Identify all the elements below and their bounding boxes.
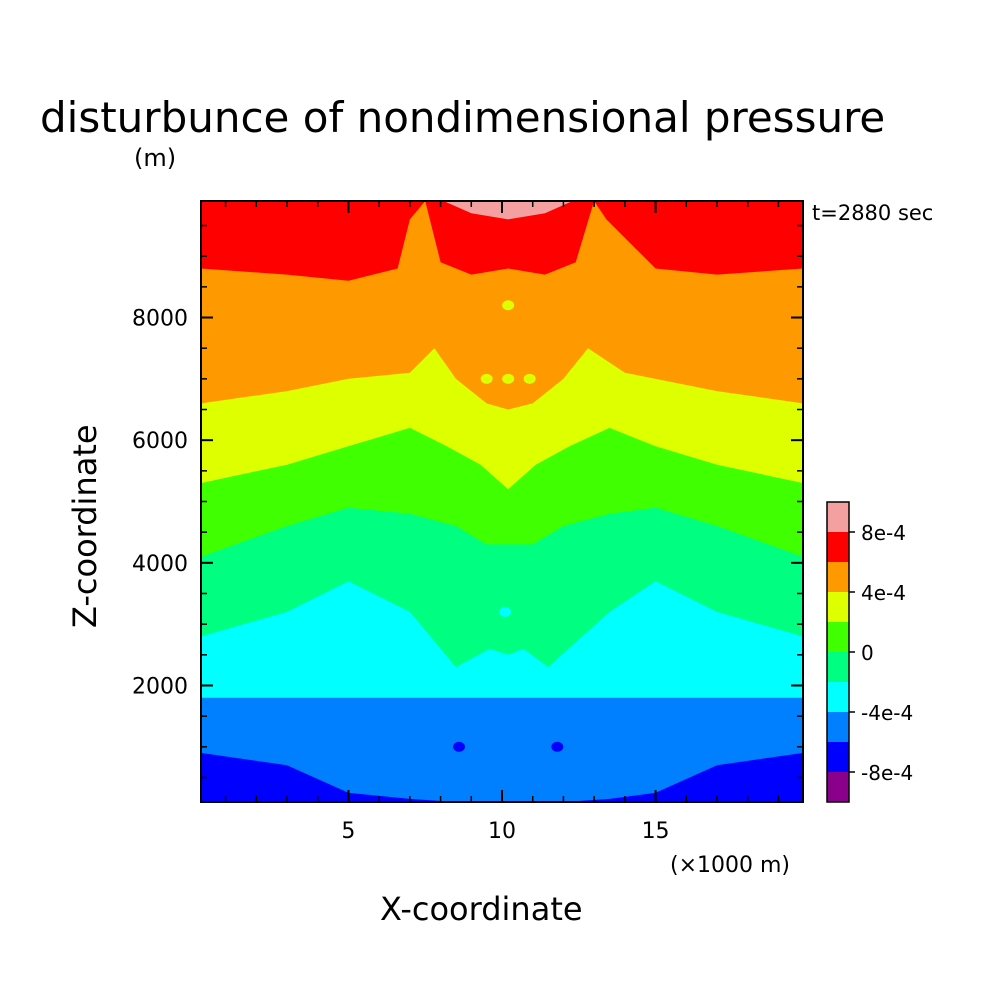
- colorbar: 8e-4 4e-4 0 -4e-4 -8e-4: [826, 501, 913, 803]
- contour-band-7: [201, 201, 803, 281]
- colorbar-label: 8e-4: [861, 521, 906, 545]
- colorbar-segment: [827, 682, 849, 712]
- contour-feature-3: [499, 606, 512, 617]
- x-tick-label: 5: [341, 819, 355, 844]
- chart-title: disturbunce of nondimensional pressure: [40, 93, 885, 142]
- contour-feature-7: [523, 373, 536, 384]
- colorbar-segment: [827, 742, 849, 772]
- colorbar-segment: [827, 502, 849, 532]
- y-axis: 2000 4000 6000 8000: [132, 224, 803, 779]
- y-tick-label: 6000: [132, 429, 188, 454]
- contour-feature-6: [502, 373, 515, 384]
- x-unit-label: (×1000 m): [670, 853, 790, 878]
- x-tick-label: 10: [488, 819, 516, 844]
- contour-feature-4: [502, 300, 515, 311]
- colorbar-segment: [827, 652, 849, 682]
- contour-feature-5: [480, 373, 493, 384]
- time-label: t=2880 sec: [812, 201, 933, 225]
- x-axis: 5 10 15: [224, 201, 780, 844]
- colorbar-label: -8e-4: [861, 761, 913, 785]
- colorbar-label: 0: [861, 641, 874, 665]
- y-tick-label: 8000: [132, 307, 188, 332]
- x-axis-label: X-coordinate: [380, 890, 583, 928]
- contour-plot: [201, 201, 803, 802]
- contour-feature-2: [551, 741, 564, 752]
- colorbar-segment: [827, 772, 849, 802]
- y-axis-label: Z-coordinate: [66, 424, 104, 628]
- colorbar-segment: [827, 712, 849, 742]
- y-tick-label: 4000: [132, 552, 188, 577]
- x-tick-label: 15: [642, 819, 670, 844]
- colorbar-label: -4e-4: [861, 701, 913, 725]
- colorbar-segment: [827, 562, 849, 592]
- colorbar-segment: [827, 532, 849, 562]
- contour-band-top: [443, 201, 573, 220]
- colorbar-segment: [827, 592, 849, 622]
- contour-feature-1: [453, 741, 465, 752]
- colorbar-label: 4e-4: [861, 581, 906, 605]
- colorbar-segment: [827, 622, 849, 652]
- y-tick-label: 2000: [132, 674, 188, 699]
- units-label: (m): [134, 144, 176, 172]
